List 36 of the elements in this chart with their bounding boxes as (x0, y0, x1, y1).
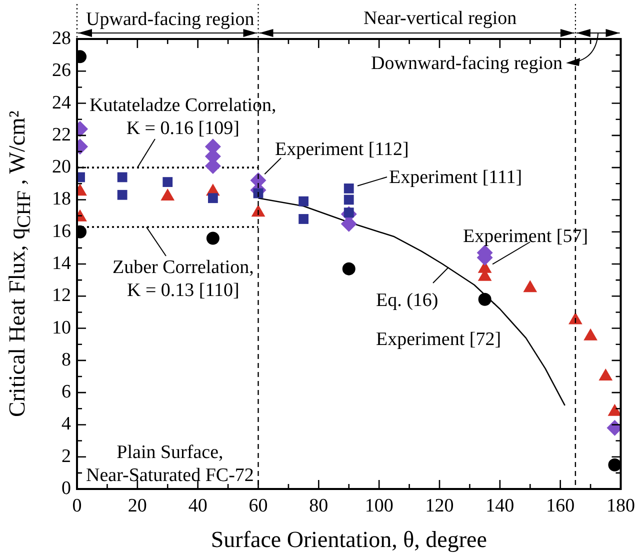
text: Upward-facing region (86, 8, 254, 30)
x-tick-label: 100 (364, 495, 394, 516)
y-tick-label: 10 (52, 317, 71, 338)
annotation: Plain Surface, Near-Saturated FC-72 (86, 441, 254, 487)
y-tick-label: 8 (62, 349, 71, 370)
y-tick-label: 24 (52, 92, 72, 114)
x-tick-label: 180 (606, 495, 635, 516)
x-axis-title: Surface Orientation, θ, degree (210, 527, 487, 553)
y-tick-label: 6 (62, 382, 71, 403)
annotation: Experiment [72] (376, 328, 502, 350)
x-tick-label: 40 (188, 495, 208, 516)
y-tick-label: 26 (52, 60, 71, 82)
annotation: Kutateladze Correlation, K = 0.16 [109] (90, 94, 276, 140)
y-tick-label: 18 (52, 188, 71, 210)
x-tick-label: 140 (486, 495, 514, 516)
annotation: Zuber Correlation, K = 0.13 [110] (112, 256, 254, 302)
x-tick-label: 20 (128, 495, 147, 516)
y-tick-label: 20 (52, 156, 71, 178)
text: Near-vertical region (364, 6, 517, 30)
annotation: Eq. (16) (376, 288, 438, 312)
annotation: Experiment [111] (389, 166, 522, 188)
y-tick-label: 14 (52, 252, 72, 274)
y-tick-label: 0 (62, 478, 71, 499)
annotation: Experiment [57] (463, 224, 588, 248)
x-tick-label: 160 (546, 495, 575, 516)
y-tick-label: 28 (52, 28, 71, 49)
y-tick-label: 4 (62, 414, 72, 435)
annotation: Downward-facing region (371, 52, 563, 74)
y-tick-label: 22 (52, 124, 71, 146)
y-tick-label: 16 (52, 220, 71, 242)
x-tick-label: 80 (309, 495, 328, 516)
y-tick-label: 2 (62, 446, 71, 467)
y-tick-label: 12 (52, 285, 71, 306)
x-tick-label: 60 (248, 495, 268, 516)
annotation: Experiment [112] (275, 138, 409, 160)
x-tick-label: 120 (425, 495, 454, 516)
